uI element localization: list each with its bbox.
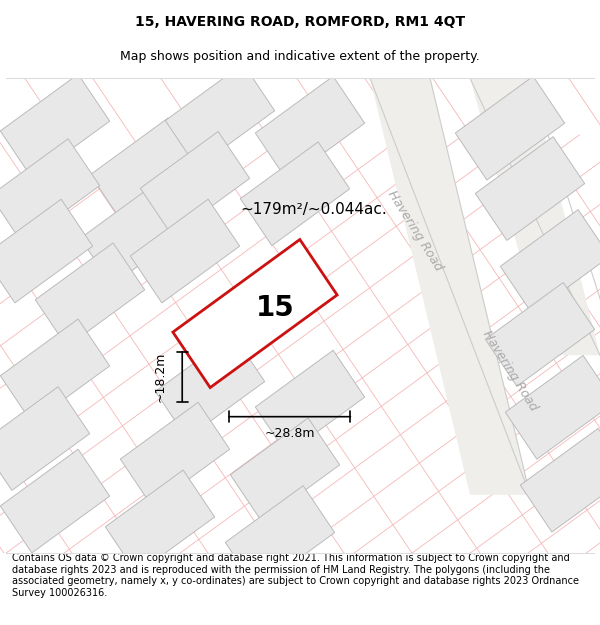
Polygon shape xyxy=(520,428,600,532)
Polygon shape xyxy=(226,486,335,589)
Polygon shape xyxy=(130,199,239,303)
Polygon shape xyxy=(475,137,584,241)
Polygon shape xyxy=(505,356,600,459)
Polygon shape xyxy=(173,239,337,388)
Polygon shape xyxy=(166,64,275,168)
Text: Havering Road: Havering Road xyxy=(480,328,540,413)
Polygon shape xyxy=(1,319,110,422)
Polygon shape xyxy=(256,350,365,454)
Polygon shape xyxy=(1,74,110,178)
Polygon shape xyxy=(485,282,595,386)
Polygon shape xyxy=(241,142,350,246)
Text: ~28.8m: ~28.8m xyxy=(265,427,315,440)
Polygon shape xyxy=(35,243,145,347)
Polygon shape xyxy=(455,76,565,180)
Text: Havering Road: Havering Road xyxy=(385,188,445,272)
Polygon shape xyxy=(256,76,365,180)
Polygon shape xyxy=(1,449,110,553)
Text: Map shows position and indicative extent of the property.: Map shows position and indicative extent… xyxy=(120,50,480,62)
Polygon shape xyxy=(230,418,340,522)
Polygon shape xyxy=(0,139,100,242)
Polygon shape xyxy=(0,199,92,303)
Polygon shape xyxy=(0,387,89,491)
Text: ~18.2m: ~18.2m xyxy=(154,351,167,402)
Polygon shape xyxy=(500,209,600,313)
Polygon shape xyxy=(155,334,265,438)
Polygon shape xyxy=(91,118,200,222)
Polygon shape xyxy=(106,470,215,574)
Polygon shape xyxy=(370,78,530,495)
Polygon shape xyxy=(121,402,230,506)
Polygon shape xyxy=(140,131,250,235)
Text: ~179m²/~0.044ac.: ~179m²/~0.044ac. xyxy=(240,202,387,217)
Text: 15, HAVERING ROAD, ROMFORD, RM1 4QT: 15, HAVERING ROAD, ROMFORD, RM1 4QT xyxy=(135,15,465,29)
Polygon shape xyxy=(470,78,600,355)
Text: Contains OS data © Crown copyright and database right 2021. This information is : Contains OS data © Crown copyright and d… xyxy=(12,553,579,598)
Polygon shape xyxy=(80,181,190,285)
Text: 15: 15 xyxy=(256,294,295,322)
